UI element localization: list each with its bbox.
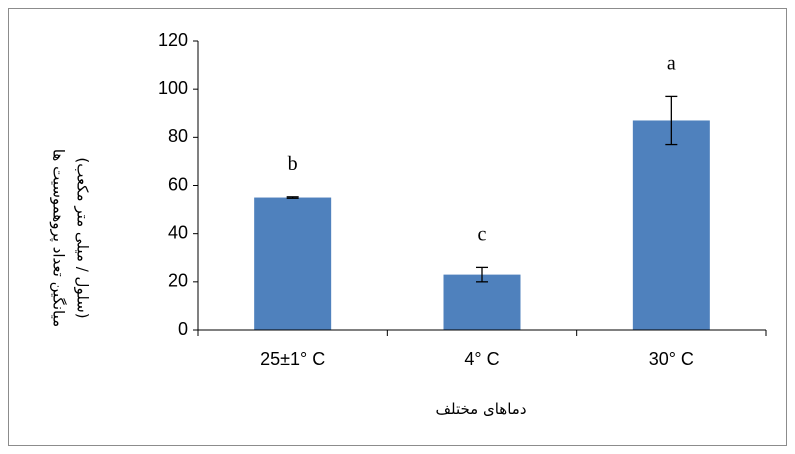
y-tick-label: 100 — [158, 78, 188, 98]
y-axis-title-line1: میانگین تعداد پروهموسیت ها — [49, 149, 68, 327]
error-bars-group — [286, 95, 678, 283]
bar — [443, 274, 521, 330]
y-tick-label: 80 — [168, 126, 188, 146]
significance-labels-group: b c a — [288, 52, 676, 245]
bars-group — [254, 120, 710, 330]
y-tick-label: 60 — [168, 174, 188, 194]
bar — [254, 197, 332, 330]
y-tick-label: 40 — [168, 222, 188, 242]
x-axis-category-labels: 25±1° C 4° C 30° C — [260, 349, 694, 369]
y-tick-label: 120 — [158, 30, 188, 50]
y-tick-label: 0 — [178, 319, 188, 339]
x-category-label: 4° C — [464, 349, 499, 369]
significance-label: c — [478, 223, 487, 245]
x-axis-title: دماهای مختلف — [435, 400, 526, 418]
bar — [632, 120, 710, 330]
y-axis-ticks: 0 20 40 60 80 100 120 — [158, 30, 767, 339]
x-category-label: 30° C — [649, 349, 694, 369]
significance-label: b — [288, 153, 298, 175]
x-category-label: 25±1° C — [260, 349, 325, 369]
y-tick-label: 20 — [168, 271, 188, 291]
significance-label: a — [667, 52, 676, 74]
y-axis-title-line2: (سلول / میلی متر مکعب) — [74, 157, 92, 318]
